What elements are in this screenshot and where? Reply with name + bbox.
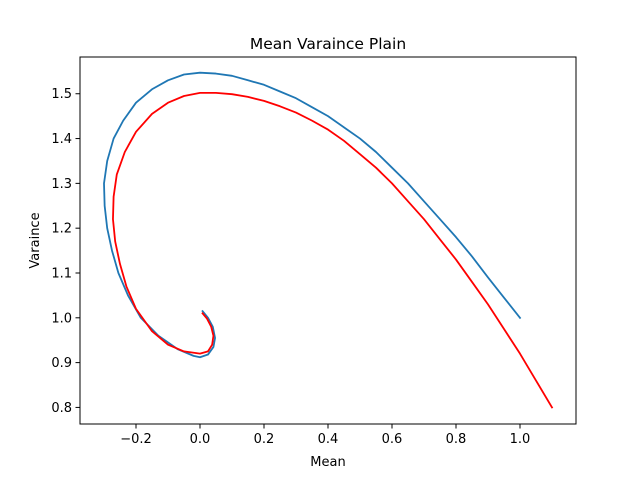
y-axis-title: Varaince	[28, 212, 43, 268]
x-tick-label: 0.6	[382, 432, 403, 447]
y-tick-label: 0.8	[51, 401, 72, 416]
series-line-1	[103, 71, 522, 359]
y-tick-label: 1.1	[51, 266, 72, 281]
series-layer	[103, 71, 554, 409]
y-tick-label: 1.3	[51, 177, 72, 192]
series-line-2	[112, 91, 554, 409]
y-tick-label: 1.5	[51, 87, 72, 102]
y-axis: 0.8 0.9 1.0 1.1 1.2 1.3 1.4 1.5	[51, 87, 80, 416]
x-tick-label: 1.0	[510, 432, 531, 447]
y-tick-label: 1.4	[51, 132, 72, 147]
chart-title: Mean Varaince Plain	[250, 35, 406, 53]
x-axis-title: Mean	[310, 455, 345, 470]
y-tick-label: 1.2	[51, 222, 72, 237]
x-tick-label: 0.2	[254, 432, 275, 447]
y-tick-label: 1.0	[51, 311, 72, 326]
x-tick-label: 0.0	[190, 432, 211, 447]
x-tick-label: −0.2	[120, 432, 152, 447]
x-tick-label: 0.4	[318, 432, 339, 447]
x-axis: −0.2 0.0 0.2 0.4 0.6 0.8 1.0	[120, 424, 530, 447]
x-tick-label: 0.8	[446, 432, 467, 447]
y-tick-label: 0.9	[51, 356, 72, 371]
